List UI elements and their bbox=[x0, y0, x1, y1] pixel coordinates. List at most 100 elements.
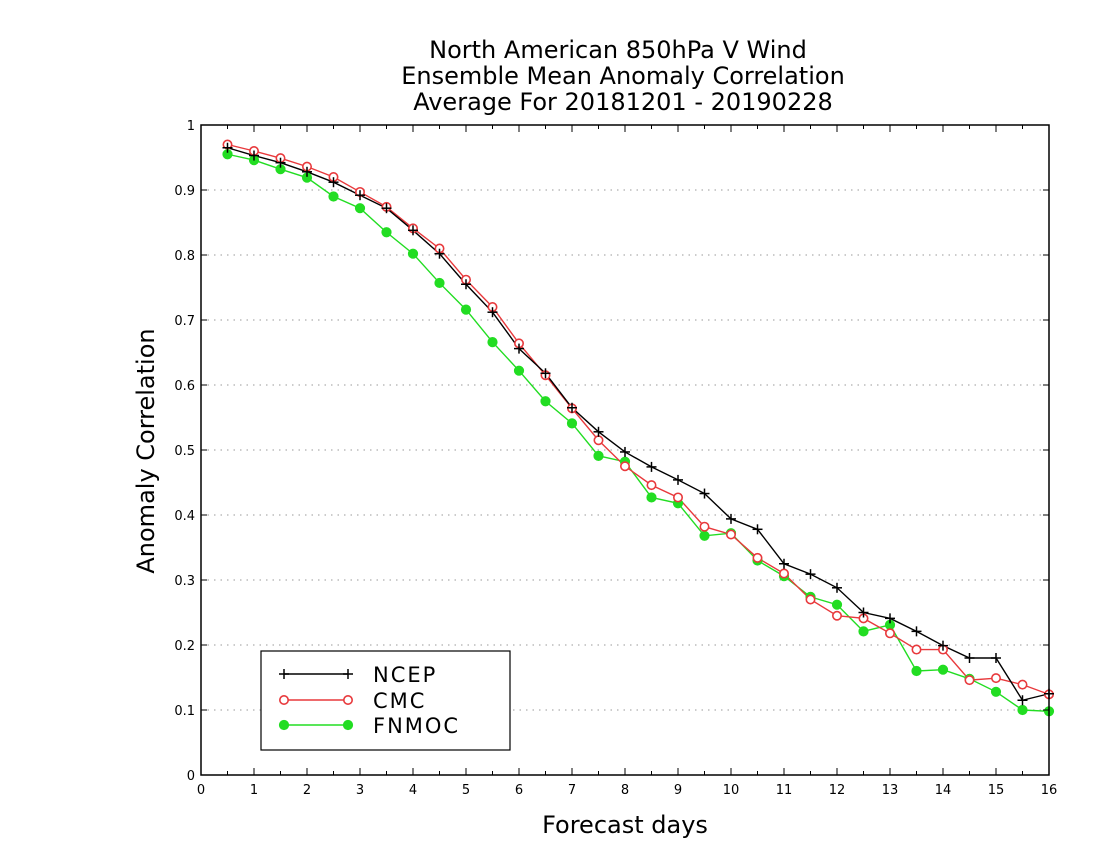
point-fnmoc bbox=[434, 277, 445, 289]
point-cmc bbox=[646, 480, 657, 491]
point-ncep bbox=[567, 402, 577, 413]
chart-title-line-1: North American 850hPa V Wind bbox=[429, 36, 807, 64]
x-tick-label: 10 bbox=[723, 783, 740, 798]
point-ncep bbox=[646, 461, 657, 472]
point-ncep bbox=[699, 488, 710, 499]
point-ncep bbox=[832, 582, 842, 593]
point-cmc bbox=[752, 552, 763, 563]
x-tick-label: 12 bbox=[829, 783, 846, 798]
point-ncep bbox=[514, 343, 524, 354]
y-tick-label: 0.6 bbox=[174, 379, 195, 394]
point-cmc bbox=[672, 492, 683, 503]
point-fnmoc bbox=[1017, 704, 1028, 716]
point-ncep bbox=[381, 203, 392, 214]
y-tick-label: 0.2 bbox=[174, 639, 195, 654]
x-tick-label: 15 bbox=[988, 783, 1005, 798]
point-fnmoc bbox=[540, 396, 551, 407]
point-cmc bbox=[911, 644, 922, 655]
legend-marker bbox=[343, 669, 353, 679]
point-ncep bbox=[779, 558, 789, 569]
chart-title-line-3: Average For 20181201 - 20190228 bbox=[413, 88, 833, 116]
x-tick-label: 1 bbox=[250, 783, 258, 798]
point-cmc bbox=[593, 435, 604, 446]
x-tick-label: 0 bbox=[197, 783, 205, 798]
point-ncep bbox=[487, 307, 498, 318]
x-axis: 0 1 2 3 4 5 6 7 8 9 10 11 12 13 14 15 16 bbox=[197, 125, 1057, 798]
point-ncep bbox=[222, 142, 233, 153]
series-line-fnmoc bbox=[227, 153, 1050, 712]
point-ncep bbox=[991, 653, 1001, 663]
point-fnmoc bbox=[858, 626, 869, 637]
x-tick-label: 3 bbox=[356, 783, 364, 798]
x-tick-label: 5 bbox=[462, 783, 470, 798]
point-fnmoc bbox=[381, 227, 392, 238]
point-fnmoc bbox=[328, 191, 339, 202]
point-ncep bbox=[461, 279, 471, 290]
y-axis: 0 0.1 0.2 0.3 0.4 0.5 0.6 0.7 0.8 0.9 1 bbox=[174, 119, 1049, 784]
point-cmc bbox=[805, 594, 816, 605]
series-line-cmc bbox=[227, 143, 1050, 696]
point-fnmoc bbox=[566, 418, 578, 429]
legend-marker bbox=[342, 719, 354, 731]
point-cmc bbox=[725, 529, 736, 540]
y-tick-label: 0.8 bbox=[174, 249, 195, 264]
point-ncep bbox=[805, 569, 816, 580]
legend-label: NCEP bbox=[373, 663, 437, 687]
point-cmc bbox=[1017, 679, 1028, 690]
series-line-ncep bbox=[227, 147, 1050, 702]
chart-title-line-2: Ensemble Mean Anomaly Correlation bbox=[401, 62, 845, 90]
y-tick-label: 0.3 bbox=[174, 574, 195, 589]
point-cmc bbox=[831, 610, 842, 621]
point-ncep bbox=[302, 166, 312, 177]
point-fnmoc bbox=[593, 450, 604, 461]
point-ncep bbox=[938, 640, 948, 651]
y-tick-label: 0 bbox=[187, 769, 195, 784]
point-fnmoc bbox=[646, 492, 657, 503]
point-cmc bbox=[964, 675, 975, 686]
point-ncep bbox=[726, 513, 736, 524]
point-ncep bbox=[620, 446, 630, 457]
y-tick-label: 1 bbox=[187, 119, 195, 134]
x-tick-label: 13 bbox=[882, 783, 899, 798]
point-ncep bbox=[593, 426, 604, 437]
point-fnmoc bbox=[460, 304, 472, 315]
point-cmc bbox=[990, 673, 1001, 684]
x-tick-label: 7 bbox=[568, 783, 576, 798]
y-tick-label: 0.9 bbox=[174, 184, 195, 199]
x-axis-label: Forecast days bbox=[542, 811, 708, 839]
point-ncep bbox=[540, 368, 551, 379]
point-cmc bbox=[884, 628, 895, 639]
point-fnmoc bbox=[354, 203, 366, 214]
point-ncep bbox=[752, 524, 763, 535]
point-ncep bbox=[249, 150, 259, 161]
legend-marker bbox=[278, 719, 290, 731]
point-fnmoc bbox=[513, 365, 525, 376]
point-ncep bbox=[673, 474, 683, 485]
legend-label: CMC bbox=[373, 689, 426, 713]
x-tick-label: 16 bbox=[1041, 783, 1058, 798]
chart-title: North American 850hPa V Wind Ensemble Me… bbox=[401, 36, 845, 116]
y-tick-label: 0.4 bbox=[174, 509, 195, 524]
x-tick-label: 11 bbox=[776, 783, 793, 798]
x-tick-label: 2 bbox=[303, 783, 311, 798]
point-ncep bbox=[275, 157, 286, 168]
series-lines bbox=[227, 143, 1050, 712]
legend-marker bbox=[279, 669, 289, 679]
point-ncep bbox=[885, 613, 895, 624]
series-markers bbox=[222, 139, 1055, 717]
point-fnmoc bbox=[911, 665, 922, 677]
point-ncep bbox=[911, 626, 922, 637]
point-ncep bbox=[434, 248, 445, 259]
y-tick-label: 0.5 bbox=[174, 444, 195, 459]
legend-item-fnmoc: FNMOC bbox=[278, 714, 460, 738]
legend-label: FNMOC bbox=[373, 714, 460, 738]
point-ncep bbox=[964, 653, 975, 663]
point-ncep bbox=[408, 225, 418, 236]
point-fnmoc bbox=[699, 530, 710, 541]
y-tick-label: 0.1 bbox=[174, 704, 195, 719]
legend-item-cmc: CMC bbox=[278, 689, 426, 713]
point-cmc bbox=[699, 521, 710, 532]
point-ncep bbox=[355, 190, 365, 201]
x-tick-label: 4 bbox=[409, 783, 417, 798]
